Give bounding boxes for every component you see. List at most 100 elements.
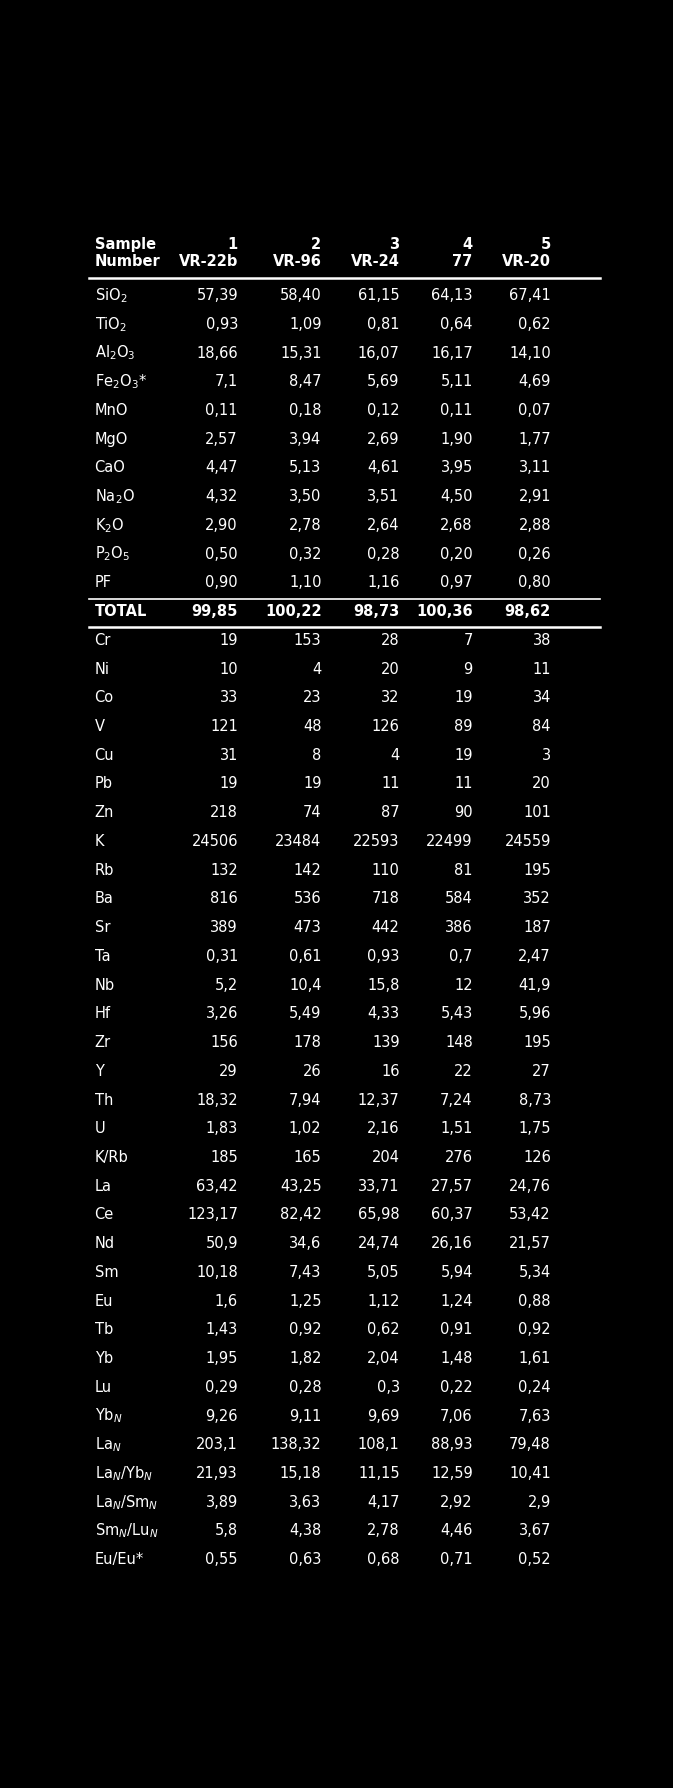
Text: 11: 11 <box>381 776 400 792</box>
Text: 0,62: 0,62 <box>367 1323 400 1337</box>
Text: 10: 10 <box>219 662 238 676</box>
Text: 64,13: 64,13 <box>431 288 472 302</box>
Text: 32: 32 <box>381 690 400 704</box>
Text: 27,57: 27,57 <box>431 1178 472 1194</box>
Text: 60,37: 60,37 <box>431 1207 472 1223</box>
Text: 0,26: 0,26 <box>518 547 551 561</box>
Text: Eu/Eu*: Eu/Eu* <box>94 1552 144 1568</box>
Text: 1,90: 1,90 <box>440 431 472 447</box>
Text: VR-22b: VR-22b <box>178 254 238 268</box>
Text: 18,32: 18,32 <box>197 1092 238 1107</box>
Text: 0,3: 0,3 <box>377 1380 400 1395</box>
Text: 11: 11 <box>532 662 551 676</box>
Text: 98,62: 98,62 <box>505 604 551 619</box>
Text: La$_N$: La$_N$ <box>94 1436 121 1454</box>
Text: 9: 9 <box>464 662 472 676</box>
Text: 3,89: 3,89 <box>206 1495 238 1509</box>
Text: 67,41: 67,41 <box>509 288 551 302</box>
Text: 2,78: 2,78 <box>289 519 322 533</box>
Text: 0,62: 0,62 <box>518 316 551 333</box>
Text: 7,43: 7,43 <box>289 1264 322 1280</box>
Text: 0,92: 0,92 <box>518 1323 551 1337</box>
Text: 74: 74 <box>303 805 322 821</box>
Text: 4,50: 4,50 <box>440 490 472 504</box>
Text: Fe$_2$O$_3$*: Fe$_2$O$_3$* <box>94 372 147 392</box>
Text: 1,95: 1,95 <box>206 1352 238 1366</box>
Text: 84: 84 <box>532 719 551 735</box>
Text: Co: Co <box>94 690 114 704</box>
Text: 3,50: 3,50 <box>289 490 322 504</box>
Text: 5,11: 5,11 <box>440 374 472 390</box>
Text: 123,17: 123,17 <box>187 1207 238 1223</box>
Text: 9,11: 9,11 <box>289 1409 322 1423</box>
Text: 100,36: 100,36 <box>416 604 472 619</box>
Text: Ce: Ce <box>94 1207 114 1223</box>
Text: 126: 126 <box>371 719 400 735</box>
Text: 19: 19 <box>219 633 238 647</box>
Text: 187: 187 <box>523 921 551 935</box>
Text: 2,68: 2,68 <box>440 519 472 533</box>
Text: Yb: Yb <box>94 1352 112 1366</box>
Text: Th: Th <box>94 1092 113 1107</box>
Text: 142: 142 <box>293 862 322 878</box>
Text: 16: 16 <box>381 1064 400 1078</box>
Text: 2,47: 2,47 <box>518 949 551 964</box>
Text: 4,38: 4,38 <box>289 1523 322 1538</box>
Text: 0,32: 0,32 <box>289 547 322 561</box>
Text: 1,82: 1,82 <box>289 1352 322 1366</box>
Text: Sm$_N$/Lu$_N$: Sm$_N$/Lu$_N$ <box>94 1522 158 1539</box>
Text: 203,1: 203,1 <box>197 1438 238 1452</box>
Text: 148: 148 <box>445 1035 472 1050</box>
Text: 1: 1 <box>227 236 238 252</box>
Text: 389: 389 <box>211 921 238 935</box>
Text: Cu: Cu <box>94 747 114 763</box>
Text: Number: Number <box>94 254 160 268</box>
Text: 4,61: 4,61 <box>367 461 400 476</box>
Text: 0,29: 0,29 <box>205 1380 238 1395</box>
Text: 79,48: 79,48 <box>509 1438 551 1452</box>
Text: 0,93: 0,93 <box>367 949 400 964</box>
Text: 38: 38 <box>532 633 551 647</box>
Text: 14,10: 14,10 <box>509 345 551 361</box>
Text: 7,63: 7,63 <box>519 1409 551 1423</box>
Text: 1,75: 1,75 <box>518 1121 551 1135</box>
Text: 1,43: 1,43 <box>206 1323 238 1337</box>
Text: 0,7: 0,7 <box>450 949 472 964</box>
Text: Na$_2$O: Na$_2$O <box>94 488 135 506</box>
Text: 34: 34 <box>532 690 551 704</box>
Text: 2: 2 <box>312 236 322 252</box>
Text: 98,73: 98,73 <box>353 604 400 619</box>
Text: 10,4: 10,4 <box>289 978 322 992</box>
Text: PF: PF <box>94 576 112 590</box>
Text: 8,47: 8,47 <box>289 374 322 390</box>
Text: 536: 536 <box>294 892 322 907</box>
Text: VR-24: VR-24 <box>351 254 400 268</box>
Text: 9,69: 9,69 <box>367 1409 400 1423</box>
Text: Lu: Lu <box>94 1380 112 1395</box>
Text: 0,91: 0,91 <box>440 1323 472 1337</box>
Text: 3,67: 3,67 <box>519 1523 551 1538</box>
Text: 61,15: 61,15 <box>358 288 400 302</box>
Text: Ba: Ba <box>94 892 114 907</box>
Text: 20: 20 <box>532 776 551 792</box>
Text: 0,28: 0,28 <box>367 547 400 561</box>
Text: 23: 23 <box>303 690 322 704</box>
Text: Ni: Ni <box>94 662 110 676</box>
Text: 0,52: 0,52 <box>518 1552 551 1568</box>
Text: 0,88: 0,88 <box>518 1295 551 1309</box>
Text: 1,83: 1,83 <box>206 1121 238 1135</box>
Text: Cr: Cr <box>94 633 111 647</box>
Text: 16,07: 16,07 <box>358 345 400 361</box>
Text: 81: 81 <box>454 862 472 878</box>
Text: 26,16: 26,16 <box>431 1236 472 1252</box>
Text: 19: 19 <box>454 747 472 763</box>
Text: 156: 156 <box>210 1035 238 1050</box>
Text: Nd: Nd <box>94 1236 114 1252</box>
Text: K: K <box>94 833 104 849</box>
Text: 34,6: 34,6 <box>289 1236 322 1252</box>
Text: 0,90: 0,90 <box>205 576 238 590</box>
Text: 139: 139 <box>372 1035 400 1050</box>
Text: 3,95: 3,95 <box>440 461 472 476</box>
Text: 2,69: 2,69 <box>367 431 400 447</box>
Text: 22499: 22499 <box>426 833 472 849</box>
